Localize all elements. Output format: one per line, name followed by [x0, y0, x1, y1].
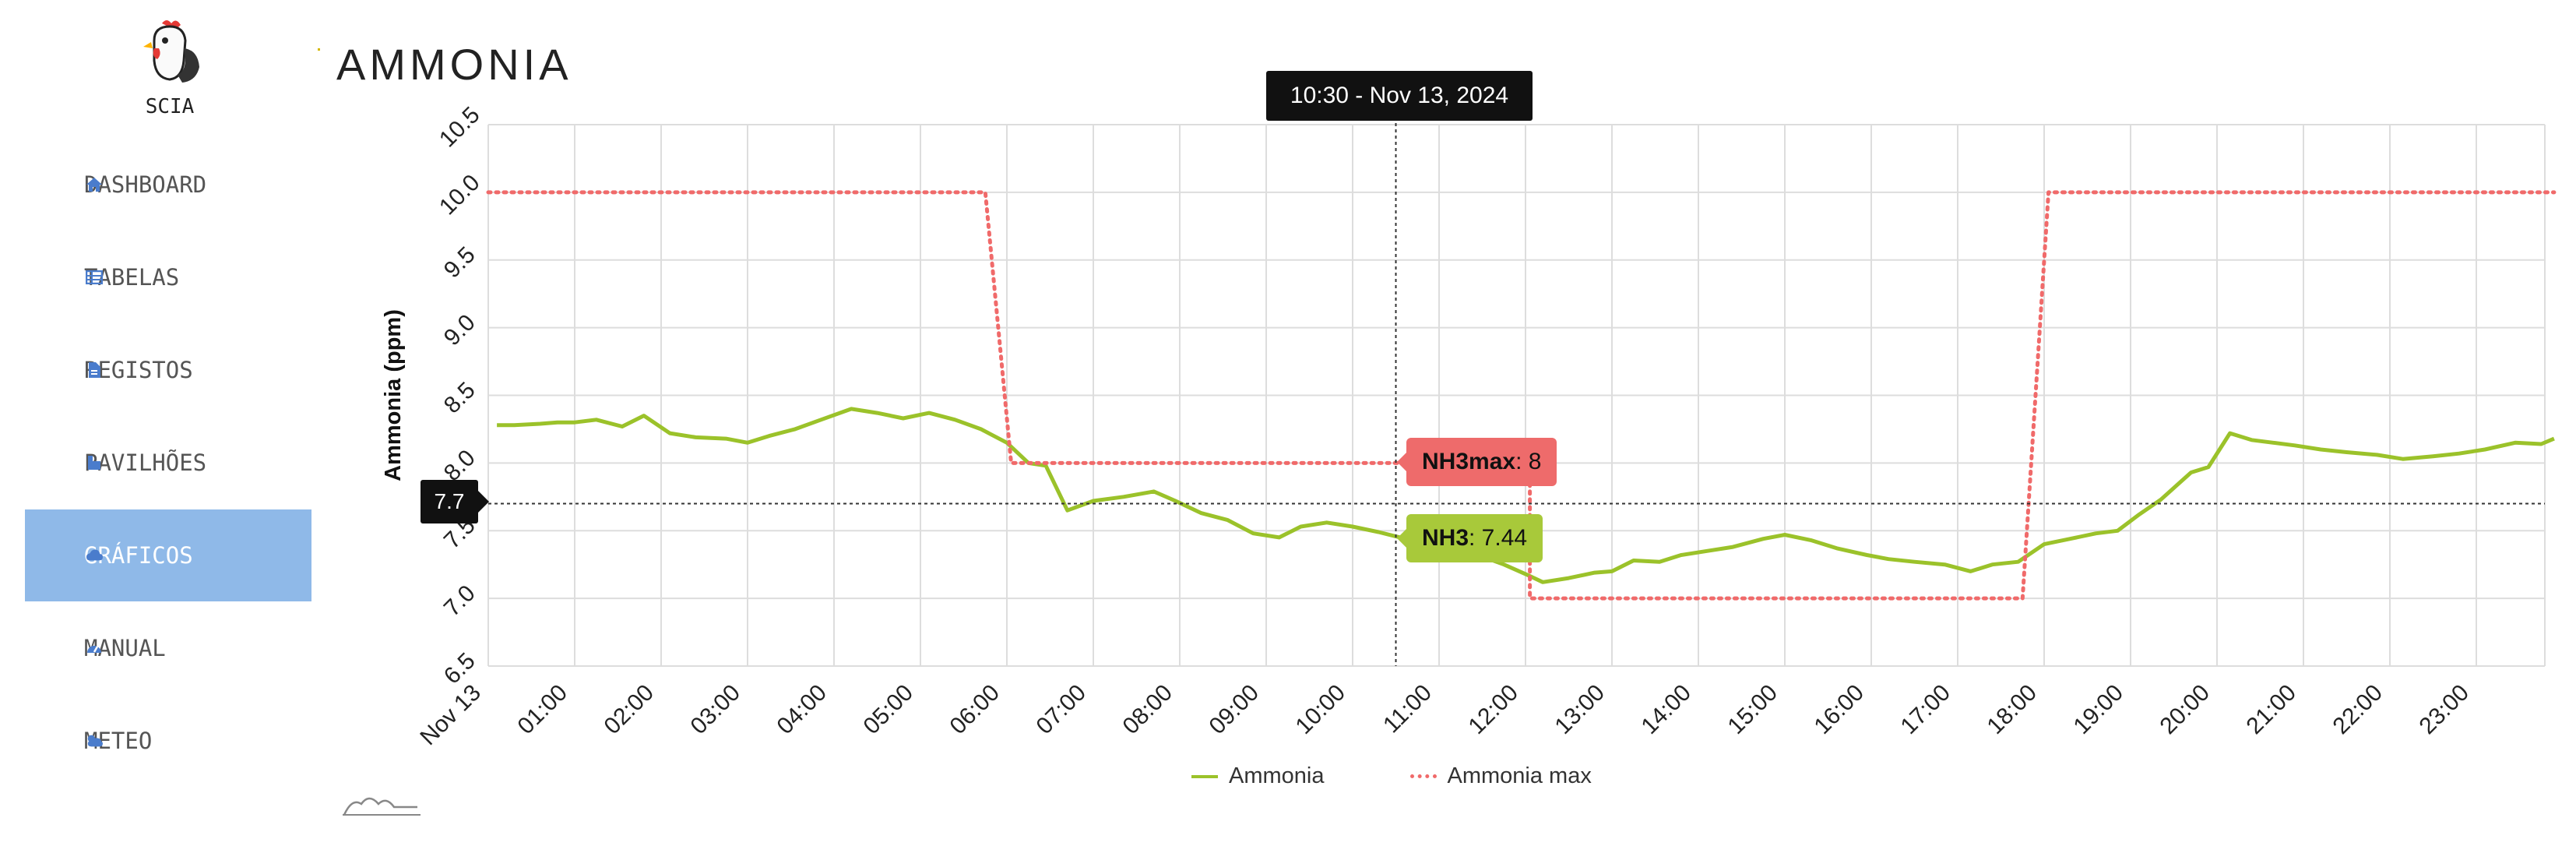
tooltip-ammonia-max: NH3max : 8	[1396, 438, 1557, 486]
chart-crosshair	[488, 117, 2545, 666]
crosshair-time-label: 10:30 - Nov 13, 2024	[1266, 71, 1533, 121]
x-tick-label: 14:00	[1637, 680, 1696, 739]
app-name: SCIA	[145, 95, 195, 118]
x-tick-label: 12:00	[1464, 680, 1523, 739]
y-axis-title: Ammonia (ppm)	[381, 309, 406, 481]
legend-swatch	[1191, 774, 1218, 778]
y-tick-label: 7.0	[439, 580, 480, 622]
legend-label: Ammonia	[1229, 763, 1325, 788]
document-icon	[86, 361, 103, 379]
x-tick-label: 20:00	[2155, 680, 2215, 739]
logo[interactable]: SCIA	[131, 17, 209, 118]
x-tick-label: 17:00	[1896, 680, 1955, 739]
x-tick-label: 04:00	[772, 680, 832, 739]
sidebar-item-dashboard[interactable]: DASHBOARD	[25, 139, 311, 231]
x-tick-label: 07:00	[1032, 680, 1091, 739]
tooltip-series-name: NH3max	[1422, 449, 1516, 474]
x-tick-label: 23:00	[2415, 680, 2474, 739]
cloud-icon	[86, 547, 103, 564]
x-tick-label: 03:00	[686, 680, 745, 739]
sidebar-item-graficos[interactable]: GRÁFICOS	[25, 509, 311, 601]
y-tick-label: 9.5	[439, 242, 480, 284]
x-tick-label: 11:00	[1378, 680, 1437, 738]
legend-item-ammonia[interactable]: Ammonia	[1191, 763, 1325, 789]
sidebar-item-label: DASHBOARD	[84, 171, 207, 198]
tooltip-value: : 8	[1515, 449, 1542, 474]
tooltip-ammonia: NH3 : 7.44	[1396, 514, 1543, 562]
sidebar-item-label: TABELAS	[84, 264, 180, 291]
x-tick-label: 01:00	[513, 680, 572, 739]
x-tick-label: 05:00	[859, 680, 918, 739]
tooltip-value: : 7.44	[1469, 525, 1528, 551]
x-tick-label: 15:00	[1723, 680, 1782, 739]
sidebar-item-label: PAVILHÕES	[84, 449, 207, 476]
y-tick-label: 6.5	[439, 648, 480, 689]
table-icon	[86, 269, 103, 286]
crosshair-y-label: 7.7	[421, 480, 489, 523]
x-tick-label: 22:00	[2328, 680, 2388, 739]
sidebar-item-registos[interactable]: REGISTOS	[25, 324, 311, 416]
x-tick-label: 13:00	[1550, 680, 1610, 739]
chart-grid	[488, 124, 2546, 667]
x-tick-label: 16:00	[1810, 680, 1869, 739]
tooltip-series-name: NH3	[1422, 525, 1469, 551]
x-tick-label: 21:00	[2242, 680, 2301, 739]
x-tick-label: 08:00	[1118, 680, 1177, 739]
sidebar: SCIA DASHBOARD TABELAS REGISTOS PAVILHÕE…	[0, 0, 311, 846]
legend-item-ammonia-max[interactable]: Ammonia max	[1409, 763, 1592, 789]
series-ammonia-line	[497, 407, 2555, 584]
x-tick-label: 09:00	[1205, 680, 1264, 739]
building-icon	[86, 454, 103, 471]
legend-label: Ammonia max	[1447, 763, 1592, 788]
y-tick-label: 8.5	[439, 377, 480, 418]
sidebar-item-meteo[interactable]: METEO	[25, 695, 311, 787]
dashboard-icon	[86, 640, 103, 657]
y-tick-label: 9.0	[439, 309, 480, 351]
sidebar-item-label: REGISTOS	[84, 357, 193, 383]
home-icon	[86, 176, 103, 193]
chart-legend: Ammonia Ammonia max	[1191, 763, 1592, 789]
y-tick-label: 10.5	[435, 102, 485, 153]
title-marker	[318, 48, 320, 51]
x-tick-label: Nov 13	[415, 680, 486, 751]
x-tick-label: 02:00	[600, 680, 659, 739]
weather-icon	[86, 732, 103, 749]
x-tick-label: 18:00	[1983, 680, 2042, 739]
legend-swatch	[1409, 774, 1437, 778]
sidebar-item-tabelas[interactable]: TABELAS	[25, 231, 311, 323]
x-tick-label: 06:00	[945, 680, 1005, 739]
page-title: AMMONIA	[336, 40, 572, 89]
rooster-icon	[143, 20, 199, 83]
x-tick-label: 10:00	[1291, 680, 1350, 739]
range-selector-icon[interactable]	[343, 795, 421, 818]
sidebar-item-manual[interactable]: MANUAL	[25, 602, 311, 694]
x-tick-label: 19:00	[2069, 680, 2128, 739]
sidebar-item-pavilhoes[interactable]: PAVILHÕES	[25, 417, 311, 509]
y-tick-label: 10.0	[435, 170, 485, 220]
